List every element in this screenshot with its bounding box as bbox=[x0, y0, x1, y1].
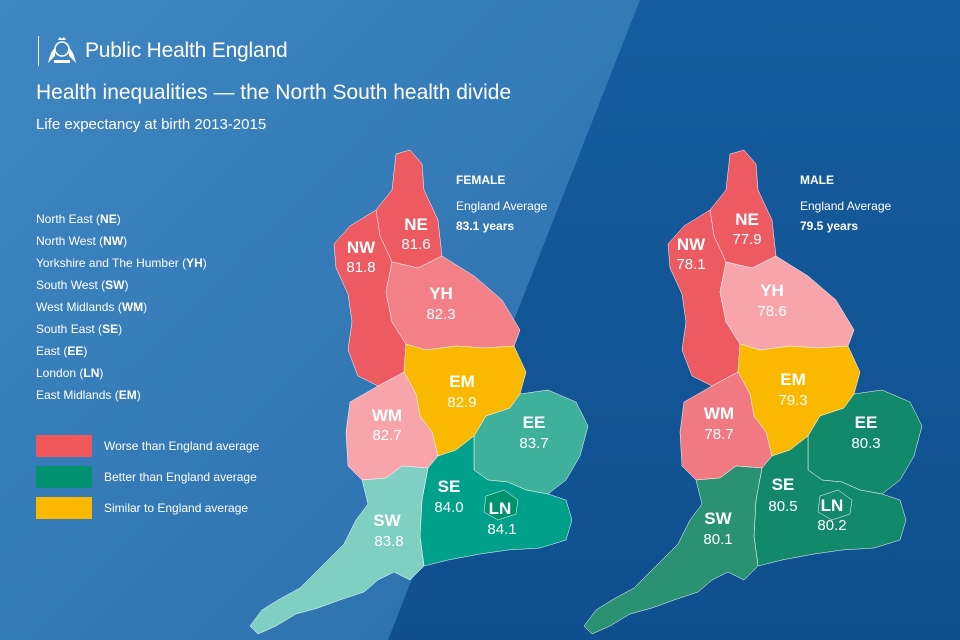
region-code-ne: NE bbox=[735, 210, 759, 229]
region-code-ee: EE bbox=[855, 413, 878, 432]
region-code-ne: NE bbox=[404, 215, 428, 234]
legend-swatch bbox=[36, 496, 92, 519]
region-value-sw: 83.8 bbox=[374, 533, 403, 550]
region-value-ne: 81.6 bbox=[401, 236, 430, 253]
region-code-wm: WM bbox=[372, 406, 402, 425]
region-code-nw: NW bbox=[677, 235, 706, 254]
region-value-se: 84.0 bbox=[434, 499, 463, 516]
legend-label: Better than England average bbox=[104, 469, 257, 484]
legend-item-better: Better than England average bbox=[36, 461, 259, 492]
female-average-value: 83.1 years bbox=[456, 219, 515, 233]
female-heading: FEMALE bbox=[456, 173, 506, 187]
region-key-item: South East (SE) bbox=[36, 322, 123, 336]
region-ln bbox=[483, 489, 519, 521]
region-code-se: SE bbox=[772, 475, 795, 494]
region-key-item: London (LN) bbox=[36, 366, 104, 380]
region-value-ne: 77.9 bbox=[732, 231, 761, 248]
male-average-panel: MALE England Average 79.5 years bbox=[800, 170, 891, 236]
male-average-label: England Average bbox=[800, 199, 892, 213]
page-title: Health inequalities — the North South he… bbox=[36, 81, 512, 104]
legend-item-similar: Similar to England average bbox=[36, 492, 259, 523]
region-code-sw: SW bbox=[704, 509, 732, 528]
region-code-yh: YH bbox=[429, 284, 453, 303]
region-code-sw: SW bbox=[373, 511, 401, 530]
legend-swatch bbox=[36, 434, 92, 457]
region-code-em: EM bbox=[780, 370, 806, 389]
region-code-em: EM bbox=[449, 372, 475, 391]
region-value-em: 79.3 bbox=[778, 392, 807, 409]
region-key-item: East (EE) bbox=[36, 344, 88, 358]
region-value-wm: 82.7 bbox=[372, 427, 401, 444]
region-value-ln: 84.1 bbox=[487, 521, 516, 538]
region-value-yh: 78.6 bbox=[757, 303, 786, 320]
region-key-item: North East (NE) bbox=[36, 212, 121, 226]
region-value-yh: 82.3 bbox=[426, 306, 455, 323]
logo-divider bbox=[38, 36, 39, 66]
phe-logo: Public Health England bbox=[38, 34, 288, 68]
region-code-ee: EE bbox=[523, 413, 546, 432]
region-yh bbox=[719, 255, 855, 351]
legend-label: Worse than England average bbox=[104, 438, 260, 453]
region-code-ln: LN bbox=[821, 496, 844, 515]
region-code-ln: LN bbox=[489, 499, 512, 518]
region-value-ee: 80.3 bbox=[851, 435, 880, 452]
region-code-yh: YH bbox=[760, 281, 784, 300]
region-sw bbox=[249, 465, 429, 635]
region-value-sw: 80.1 bbox=[703, 531, 732, 548]
legend-item-worse: Worse than England average bbox=[36, 430, 259, 461]
legend-swatch bbox=[36, 465, 92, 488]
region-key-item: South West (SW) bbox=[36, 278, 129, 292]
male-average-value: 79.5 years bbox=[800, 219, 859, 233]
female-average-panel: FEMALE England Average 83.1 years bbox=[456, 170, 547, 236]
region-value-nw: 78.1 bbox=[676, 256, 705, 273]
region-code-wm: WM bbox=[704, 404, 734, 423]
region-code-se: SE bbox=[438, 477, 461, 496]
region-sw bbox=[583, 465, 763, 635]
male-heading: MALE bbox=[800, 173, 834, 187]
legend-label: Similar to England average bbox=[104, 500, 249, 515]
region-code-nw: NW bbox=[347, 238, 376, 257]
region-value-se: 80.5 bbox=[768, 498, 797, 515]
region-key-item: Yorkshire and The Humber (YH) bbox=[36, 256, 207, 270]
color-legend: Worse than England average Better than E… bbox=[36, 430, 259, 523]
region-key-list: North East (NE) North West (NW) Yorkshir… bbox=[36, 208, 207, 406]
page-subtitle: Life expectancy at birth 2013-2015 bbox=[36, 116, 267, 133]
org-name: Public Health England bbox=[85, 39, 288, 62]
royal-crest-icon bbox=[48, 37, 76, 63]
region-value-ln: 80.2 bbox=[817, 517, 846, 534]
region-key-item: East Midlands (EM) bbox=[36, 388, 141, 402]
region-value-wm: 78.7 bbox=[704, 426, 733, 443]
region-value-em: 82.9 bbox=[447, 394, 476, 411]
region-ln bbox=[817, 489, 853, 521]
female-average-label: England Average bbox=[456, 199, 548, 213]
region-key-item: West Midlands (WM) bbox=[36, 300, 148, 314]
region-value-nw: 81.8 bbox=[346, 259, 375, 276]
region-value-ee: 83.7 bbox=[519, 435, 548, 452]
region-key-item: North West (NW) bbox=[36, 234, 128, 248]
